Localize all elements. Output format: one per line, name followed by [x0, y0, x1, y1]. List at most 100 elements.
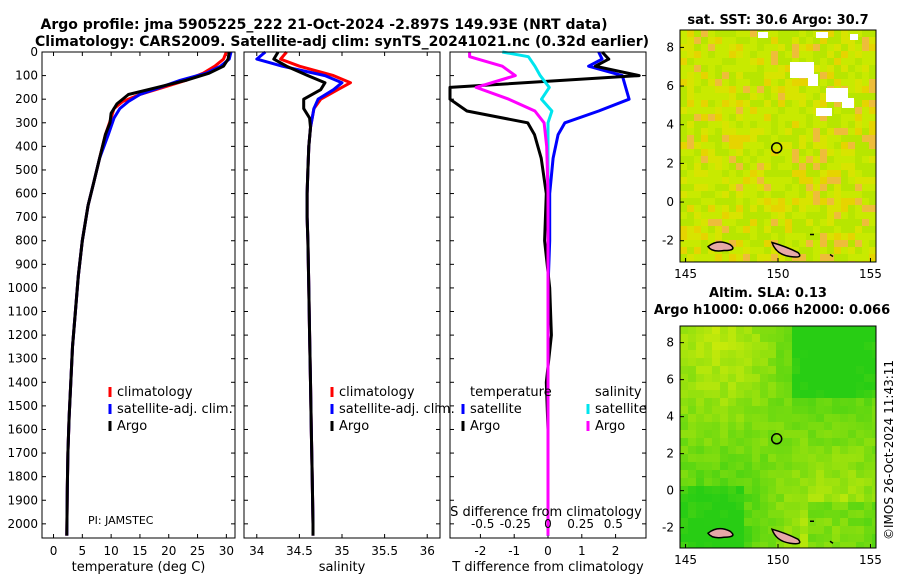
- map-cell: [799, 44, 806, 51]
- map-cell: [872, 446, 876, 454]
- map-cell: [856, 334, 864, 342]
- map-cell: [848, 163, 855, 170]
- map-cell: [848, 454, 856, 462]
- map-cell: [872, 542, 876, 548]
- map-cell: [827, 226, 834, 233]
- map-cell: [722, 156, 729, 163]
- map-cell: [841, 65, 848, 72]
- map-cell: [701, 149, 708, 156]
- map-cell: [848, 128, 855, 135]
- map-cell: [820, 72, 827, 79]
- map-y-tick-label: -2: [662, 521, 674, 535]
- map-cell: [744, 334, 752, 342]
- map-cell: [848, 240, 855, 247]
- map-cell: [827, 114, 834, 121]
- map-cell: [687, 79, 694, 86]
- map-cell: [832, 502, 840, 510]
- map-cell: [764, 254, 771, 261]
- map-cell: [872, 390, 876, 398]
- map-cell: [848, 390, 856, 398]
- map-cell: [728, 430, 736, 438]
- map-cell: [808, 542, 816, 548]
- map-cell: [743, 107, 750, 114]
- map-cell: [696, 422, 704, 430]
- map-cell: [696, 398, 704, 406]
- map-cell: [800, 454, 808, 462]
- map-cell: [688, 526, 696, 534]
- map-cell: [715, 100, 722, 107]
- map-cell: [736, 65, 743, 72]
- map-cell: [708, 44, 715, 51]
- map-cell: [750, 86, 757, 93]
- map-cell: [800, 350, 808, 358]
- map-cell: [728, 382, 736, 390]
- map-cell: [687, 93, 694, 100]
- map-cell: [752, 518, 760, 526]
- map-cell: [736, 326, 744, 334]
- map-cell: [744, 398, 752, 406]
- map-cell: [744, 382, 752, 390]
- map-cell: [834, 72, 841, 79]
- map-cell: [872, 470, 876, 478]
- map-cell: [824, 462, 832, 470]
- map-cell: [722, 198, 729, 205]
- map-cell: [784, 414, 792, 422]
- map-cell: [832, 414, 840, 422]
- map-cell: [722, 212, 729, 219]
- x-tick-label: 20: [161, 544, 176, 558]
- map-cell: [701, 198, 708, 205]
- map-cell: [771, 205, 778, 212]
- map-cell: [792, 135, 799, 142]
- map-cell: [840, 422, 848, 430]
- map-cell: [834, 191, 841, 198]
- map-cell: [834, 205, 841, 212]
- map-cell: [680, 486, 688, 494]
- map-cell: [680, 422, 688, 430]
- map-cell: [744, 390, 752, 398]
- map-cell: [736, 526, 744, 534]
- map-cell: [816, 326, 824, 334]
- map-x-tick-label: 145: [674, 267, 697, 281]
- map-cell: [715, 184, 722, 191]
- map-cell: [869, 219, 876, 226]
- map-cell: [688, 374, 696, 382]
- map-cell: [752, 502, 760, 510]
- map-cell: [757, 128, 764, 135]
- map-cell: [688, 414, 696, 422]
- map-cell: [872, 406, 876, 414]
- map-cell: [680, 446, 688, 454]
- map-cell: [869, 100, 876, 107]
- map-cell: [704, 326, 712, 334]
- map-cell: [869, 65, 876, 72]
- map-cell: [778, 254, 785, 261]
- depth-tick-label: 1100: [7, 305, 38, 319]
- map-cell: [696, 518, 704, 526]
- map-cell: [701, 44, 708, 51]
- map-cell: [764, 79, 771, 86]
- map-cell: [776, 422, 784, 430]
- map-cell: [680, 398, 688, 406]
- map-cell: [736, 534, 744, 542]
- map-cell: [864, 542, 872, 548]
- legend-entry: satellite: [470, 402, 522, 417]
- map-cell: [806, 107, 813, 114]
- map-cell: [776, 414, 784, 422]
- map-cell: [856, 534, 864, 542]
- map-cell: [694, 114, 701, 121]
- map-cell: [824, 502, 832, 510]
- map-cell: [760, 526, 768, 534]
- map-title: sat. SST: 30.6 Argo: 30.7: [687, 13, 868, 28]
- map-cell: [840, 446, 848, 454]
- map-cell: [855, 128, 862, 135]
- map-cell: [848, 486, 856, 494]
- map-cell: [771, 65, 778, 72]
- map-cell: [688, 422, 696, 430]
- map-cell: [872, 518, 876, 526]
- map-cell: [687, 142, 694, 149]
- map-cell: [768, 406, 776, 414]
- map-cell: [688, 510, 696, 518]
- map-cell: [848, 93, 855, 100]
- map-cell: [720, 406, 728, 414]
- map-cell: [694, 198, 701, 205]
- map-cell: [736, 58, 743, 65]
